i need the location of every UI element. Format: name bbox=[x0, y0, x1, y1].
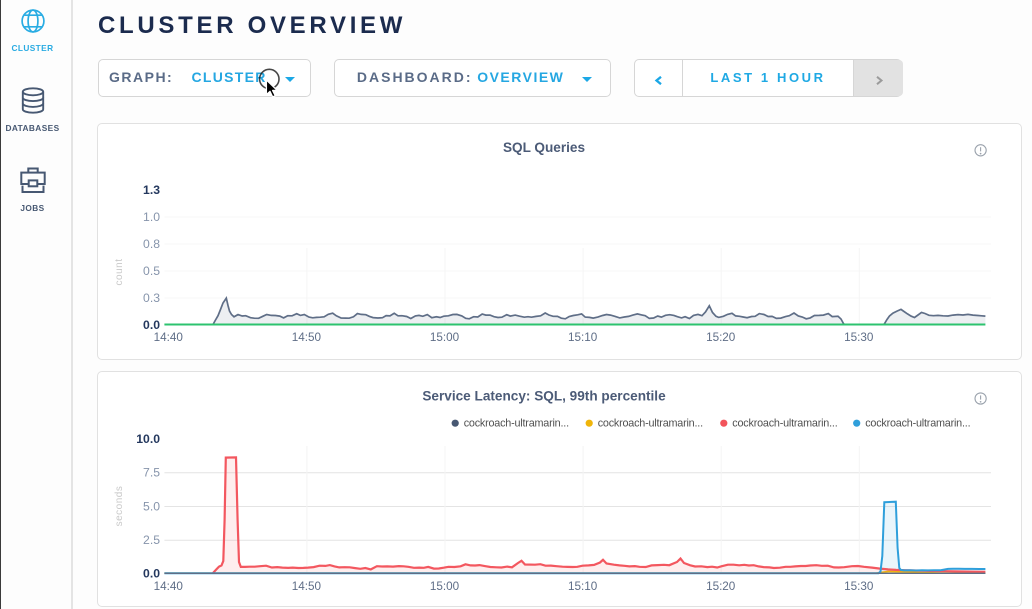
svg-text:cockroach-ultramarin...: cockroach-ultramarin... bbox=[598, 418, 703, 430]
svg-text:1.3: 1.3 bbox=[143, 182, 160, 196]
svg-text:cockroach-ultramarin...: cockroach-ultramarin... bbox=[464, 418, 569, 430]
svg-text:0.0: 0.0 bbox=[143, 317, 160, 331]
svg-text:2.5: 2.5 bbox=[143, 533, 160, 547]
svg-text:Service Latency: SQL, 99th per: Service Latency: SQL, 99th percentile bbox=[422, 389, 666, 404]
svg-text:SQL Queries: SQL Queries bbox=[503, 140, 585, 155]
svg-text:14:50: 14:50 bbox=[292, 330, 322, 343]
svg-text:seconds: seconds bbox=[114, 486, 125, 527]
svg-text:15:10: 15:10 bbox=[568, 580, 598, 593]
svg-text:15:30: 15:30 bbox=[844, 580, 874, 593]
svg-text:7.5: 7.5 bbox=[143, 466, 160, 480]
svg-text:1.0: 1.0 bbox=[143, 209, 160, 223]
svg-text:15:00: 15:00 bbox=[430, 580, 460, 593]
svg-text:count: count bbox=[114, 258, 125, 285]
svg-text:0.0: 0.0 bbox=[143, 567, 160, 581]
svg-text:15:20: 15:20 bbox=[706, 580, 736, 593]
svg-text:0.5: 0.5 bbox=[143, 263, 160, 277]
svg-text:15:20: 15:20 bbox=[706, 330, 736, 343]
svg-text:cockroach-ultramarin...: cockroach-ultramarin... bbox=[732, 418, 837, 430]
svg-text:5.0: 5.0 bbox=[143, 499, 160, 513]
svg-text:14:50: 14:50 bbox=[292, 580, 322, 593]
svg-text:0.3: 0.3 bbox=[143, 290, 160, 304]
svg-text:0.8: 0.8 bbox=[143, 236, 160, 250]
svg-text:10.0: 10.0 bbox=[136, 432, 160, 446]
svg-text:14:40: 14:40 bbox=[154, 580, 184, 593]
svg-text:15:10: 15:10 bbox=[568, 330, 598, 343]
svg-text:14:40: 14:40 bbox=[154, 330, 184, 343]
svg-text:cockroach-ultramarin...: cockroach-ultramarin... bbox=[865, 418, 970, 430]
svg-text:15:00: 15:00 bbox=[430, 330, 460, 343]
svg-text:15:30: 15:30 bbox=[844, 330, 874, 343]
